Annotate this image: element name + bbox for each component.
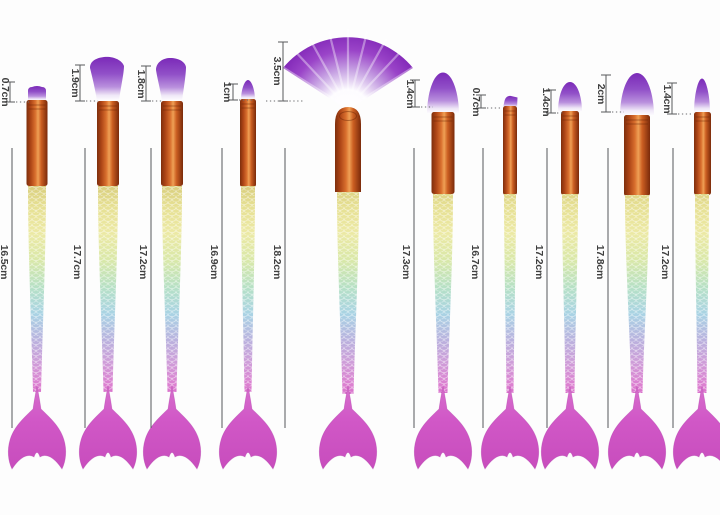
brush-8-ferrule [561, 111, 579, 195]
brush-4-length-label: 16.9cm [208, 245, 220, 279]
brush-7: 0.7cm 16.7cm [469, 88, 540, 470]
brush-9-ferrule [624, 115, 650, 196]
brush-1-length-measure: 16.5cm [0, 148, 13, 428]
brush-10-tail [672, 385, 720, 470]
brush-3-bristle-height-label: 1.8cm [135, 70, 147, 99]
brush-3: 1.8cm 17.2cm [135, 57, 202, 470]
brush-5-fan-streaks [280, 28, 416, 100]
brush-6-tail [413, 385, 473, 470]
brush-7-bristles [503, 95, 518, 108]
brush-7-ferrule [503, 106, 517, 195]
brush-1: 0.7cm 16.5cm [0, 78, 67, 470]
brush-8-bristle-height-label: 1.4cm [540, 88, 552, 117]
brush-4-bristle-height-label: 1cm [221, 82, 233, 102]
brush-3-length-measure: 17.2cm [137, 148, 152, 428]
brush-7-length-label: 16.7cm [469, 245, 481, 279]
brush-4: 1cm 16.9cm [208, 80, 278, 470]
brush-2-bristles [90, 56, 124, 101]
brush-1-bristle-height-label: 0.7cm [0, 78, 11, 107]
brush-6-ferrule [431, 112, 455, 194]
brush-3-ferrule [161, 101, 183, 186]
brush-5: 3.5cm 18.2cm [266, 28, 416, 470]
brush-5-ferrule [335, 107, 361, 192]
brush-6-bristles [427, 72, 459, 114]
brush-2: 1.9cm 17.7cm [69, 56, 138, 470]
brush-7-tail [480, 385, 540, 470]
brush-5-bristle-measure: 3.5cm [266, 41, 304, 102]
brush-5-bristle-height-label: 3.5cm [271, 57, 283, 86]
brush-3-bristle-measure: 1.8cm [135, 65, 163, 102]
brush-1-length-label: 16.5cm [0, 245, 10, 279]
brush-2-bristle-measure: 1.9cm [69, 64, 98, 102]
brush-2-length-label: 17.7cm [71, 245, 83, 279]
brush-1-bristles [28, 86, 46, 101]
brush-8: 1.4cm 17.2cm [533, 82, 600, 470]
brush-10-length-measure: 17.2cm [659, 148, 674, 428]
brush-6-bristle-height-label: 1.4cm [404, 80, 416, 109]
brush-4-length-measure: 16.9cm [208, 148, 223, 428]
brush-2-tail [78, 385, 138, 470]
brush-9-length-label: 17.8cm [594, 245, 606, 279]
brush-6-length-measure: 17.3cm [400, 148, 415, 428]
brush-8-bristle-measure: 1.4cm [540, 88, 563, 117]
brush-9-length-measure: 17.8cm [594, 148, 609, 428]
brush-8-bristles [558, 82, 582, 112]
brush-7-length-measure: 16.7cm [469, 148, 484, 428]
brush-6: 1.4cm 17.3cm [400, 72, 473, 470]
brush-9: 2cm 17.8cm [594, 73, 667, 470]
brush-2-ferrule [97, 101, 119, 186]
brush-10-length-label: 17.2cm [659, 245, 671, 279]
brush-9-bristles [620, 73, 654, 116]
brush-5-length-label: 18.2cm [271, 245, 283, 279]
brush-1-ferrule [26, 100, 48, 186]
brush-3-bristles [156, 57, 186, 101]
brush-10-bristles [694, 78, 710, 113]
brush-8-length-measure: 17.2cm [533, 148, 548, 428]
brush-4-ferrule [240, 99, 256, 187]
brush-6-length-label: 17.3cm [400, 245, 412, 279]
brush-10: 1.4cm 17.2cm [659, 78, 720, 470]
brush-2-length-measure: 17.7cm [71, 148, 86, 428]
brush-4-bristles [241, 80, 255, 100]
brush-5-fan-bristles [283, 37, 413, 111]
brush-2-bristle-height-label: 1.9cm [69, 69, 81, 98]
brush-6-bristle-measure: 1.4cm [404, 79, 433, 109]
brush-10-bristle-height-label: 1.4cm [661, 85, 673, 114]
brush-4-tail [218, 385, 278, 470]
brush-8-tail [540, 385, 600, 470]
brush-4-bristle-measure: 1cm [221, 82, 252, 102]
brush-5-length-measure: 18.2cm [271, 148, 286, 428]
brush-9-tail [607, 385, 667, 470]
brush-7-bristle-height-label: 0.7cm [470, 88, 482, 117]
brush-3-tail [142, 385, 202, 470]
brush-9-bristle-measure: 2cm [595, 74, 624, 113]
brush-3-length-label: 17.2cm [137, 245, 149, 279]
brush-7-bristle-measure: 0.7cm [470, 88, 501, 117]
brush-8-length-label: 17.2cm [533, 245, 545, 279]
brush-9-bristle-height-label: 2cm [595, 84, 607, 104]
brush-1-tail [7, 385, 67, 470]
brush-5-tail [318, 385, 378, 470]
brush-1-bristle-measure: 0.7cm [0, 78, 30, 107]
brush-10-bristle-measure: 1.4cm [661, 82, 693, 115]
brush-10-ferrule [694, 112, 711, 195]
